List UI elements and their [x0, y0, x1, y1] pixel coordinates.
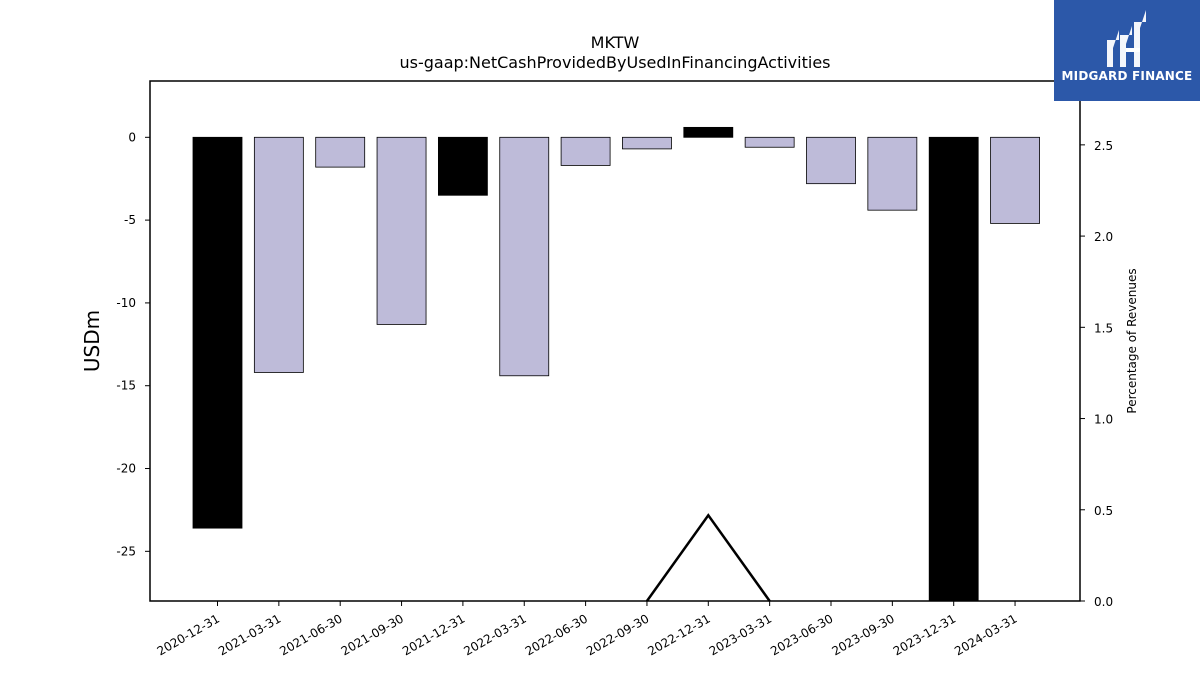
x-tick-label: 2023-06-30 [768, 611, 835, 658]
x-tick-label: 2022-06-30 [523, 611, 590, 658]
y-tick-label: 0 [128, 130, 136, 144]
y-tick-label: -20 [116, 462, 136, 476]
y-tick-label: -10 [116, 296, 136, 310]
x-tick-label: 2022-03-31 [461, 611, 528, 658]
bar-2022-06-30 [560, 136, 611, 166]
logo-text: MIDGARD FINANCE [1061, 69, 1193, 83]
y2-tick-label: 0.0 [1094, 595, 1113, 609]
percentage-line-path [645, 513, 771, 602]
x-axis: 2020-12-312021-03-312021-06-302021-09-30… [155, 601, 1020, 658]
bar-2023-09-30 [867, 136, 918, 211]
x-tick-label: 2021-03-31 [216, 611, 283, 658]
x-tick-label: 2020-12-31 [155, 611, 222, 658]
y-tick-label: -25 [116, 544, 136, 558]
x-tick-label: 2023-12-31 [891, 611, 958, 658]
bar-2021-12-31 [437, 136, 488, 196]
brand-logo: MIDGARD FINANCE [1054, 0, 1200, 101]
y2-tick-label: 2.0 [1094, 230, 1113, 244]
bar-2022-12-31 [683, 126, 734, 138]
bar-2021-03-31 [253, 136, 304, 373]
bar-2022-03-31 [499, 136, 550, 377]
bar-2021-09-30 [376, 136, 427, 325]
x-tick-label: 2024-03-31 [952, 611, 1019, 658]
y-tick-label: -15 [116, 379, 136, 393]
y-axis-right: 0.0 0.5 1.0 1.5 2.0 2.5 [1080, 139, 1113, 609]
y2-tick-label: 2.5 [1094, 139, 1113, 153]
x-tick-label: 2022-12-31 [645, 611, 712, 658]
chart-title: MKTW [591, 33, 640, 52]
y-tick-label: -5 [124, 213, 136, 227]
plot-frame [149, 80, 1081, 602]
x-tick-label: 2023-09-30 [829, 611, 896, 658]
y-axis-label: USDm [80, 310, 104, 372]
x-tick-label: 2021-09-30 [339, 611, 406, 658]
y2-tick-label: 0.5 [1094, 504, 1113, 518]
bar-2020-12-31 [192, 136, 243, 529]
y2-tick-label: 1.5 [1094, 321, 1113, 335]
bar-2023-12-31 [928, 136, 979, 602]
logo-mark-icon [1107, 10, 1146, 67]
chart-subtitle: us-gaap:NetCashProvidedByUsedInFinancing… [399, 53, 830, 72]
y-axis-left: 0 -5 -10 -15 -20 -25 [116, 130, 150, 558]
x-tick-label: 2022-09-30 [584, 611, 651, 658]
x-tick-label: 2021-06-30 [277, 611, 344, 658]
bar-2024-03-31 [990, 136, 1040, 224]
bar-2022-09-30 [622, 136, 672, 150]
bars [192, 126, 1040, 602]
x-tick-label: 2021-12-31 [400, 611, 467, 658]
y2-axis-label: Percentage of Revenues [1125, 268, 1139, 413]
bar-2021-06-30 [315, 136, 366, 168]
percentage-line [645, 513, 771, 602]
bar-2023-03-31 [744, 136, 795, 148]
x-tick-label: 2023-03-31 [707, 611, 774, 658]
y2-tick-label: 1.0 [1094, 413, 1113, 427]
bar-2023-06-30 [806, 136, 856, 185]
